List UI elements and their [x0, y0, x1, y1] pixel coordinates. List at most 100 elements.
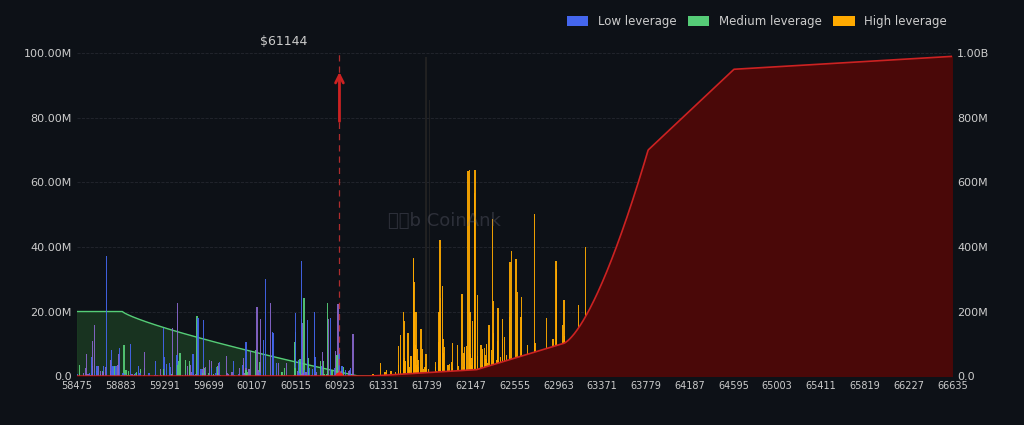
Bar — [568, 374, 569, 376]
Bar — [779, 362, 780, 376]
Bar — [308, 358, 309, 376]
Bar — [921, 352, 922, 376]
Bar — [591, 372, 593, 376]
Bar — [692, 347, 693, 376]
Bar — [588, 366, 590, 376]
Bar — [380, 363, 381, 376]
Bar — [103, 366, 104, 376]
Bar — [891, 373, 892, 376]
Bar — [518, 371, 519, 376]
Bar — [188, 364, 189, 376]
Bar — [403, 321, 406, 376]
Bar — [104, 367, 105, 376]
Bar — [485, 375, 486, 376]
Bar — [879, 360, 880, 376]
Bar — [644, 371, 645, 376]
Bar — [862, 355, 864, 376]
Bar — [652, 328, 653, 376]
Bar — [634, 372, 635, 376]
Bar — [217, 374, 219, 376]
Bar — [634, 375, 635, 376]
Bar — [123, 373, 124, 376]
Bar — [418, 360, 419, 376]
Bar — [766, 371, 767, 376]
Bar — [486, 344, 487, 376]
Bar — [535, 346, 536, 376]
Bar — [657, 351, 658, 376]
Bar — [813, 366, 814, 376]
Bar — [777, 367, 778, 376]
Bar — [931, 374, 932, 376]
Bar — [567, 341, 569, 376]
Bar — [607, 368, 609, 376]
Bar — [480, 373, 481, 376]
Bar — [916, 341, 918, 376]
Bar — [219, 375, 221, 376]
Bar — [144, 352, 145, 376]
Bar — [712, 367, 713, 376]
Bar — [850, 371, 851, 376]
Bar — [92, 370, 93, 376]
Bar — [906, 339, 907, 376]
Bar — [742, 366, 744, 376]
Bar — [185, 360, 186, 376]
Bar — [705, 367, 706, 376]
Bar — [415, 345, 416, 376]
Bar — [113, 373, 114, 376]
Bar — [464, 353, 465, 376]
Bar — [190, 372, 191, 376]
Bar — [557, 363, 558, 376]
Bar — [892, 358, 893, 376]
Bar — [592, 355, 593, 376]
Bar — [193, 354, 194, 376]
Bar — [587, 357, 588, 376]
Bar — [484, 371, 485, 376]
Bar — [717, 366, 718, 376]
Bar — [616, 320, 617, 376]
Bar — [682, 358, 683, 376]
Bar — [793, 367, 794, 376]
Bar — [131, 374, 133, 376]
Bar — [707, 371, 708, 376]
Bar — [473, 373, 475, 376]
Bar — [666, 370, 667, 376]
Bar — [813, 366, 814, 376]
Bar — [499, 375, 500, 376]
Bar — [649, 240, 650, 376]
Bar — [502, 319, 503, 376]
Bar — [613, 355, 614, 376]
Bar — [138, 366, 139, 376]
Bar — [763, 373, 764, 376]
Bar — [870, 372, 872, 376]
Bar — [118, 365, 119, 376]
Bar — [909, 366, 910, 376]
Bar — [504, 371, 506, 376]
Bar — [509, 317, 510, 376]
Bar — [484, 366, 485, 376]
Bar — [284, 368, 285, 376]
Bar — [552, 369, 553, 376]
Bar — [552, 339, 554, 376]
Bar — [311, 375, 312, 376]
Bar — [348, 371, 349, 376]
Bar — [847, 368, 848, 376]
Bar — [572, 362, 573, 376]
Bar — [202, 369, 203, 376]
Bar — [311, 368, 313, 376]
Bar — [720, 374, 721, 376]
Bar — [509, 262, 511, 376]
Bar — [848, 358, 849, 376]
Bar — [314, 374, 315, 376]
Bar — [257, 370, 258, 376]
Bar — [345, 370, 346, 376]
Bar — [144, 368, 145, 376]
Bar — [761, 366, 762, 376]
Bar — [482, 349, 483, 376]
Bar — [500, 357, 502, 376]
Bar — [653, 369, 655, 376]
Bar — [258, 374, 259, 376]
Bar — [218, 363, 219, 376]
Bar — [116, 366, 117, 376]
Bar — [835, 366, 836, 376]
Bar — [864, 362, 865, 376]
